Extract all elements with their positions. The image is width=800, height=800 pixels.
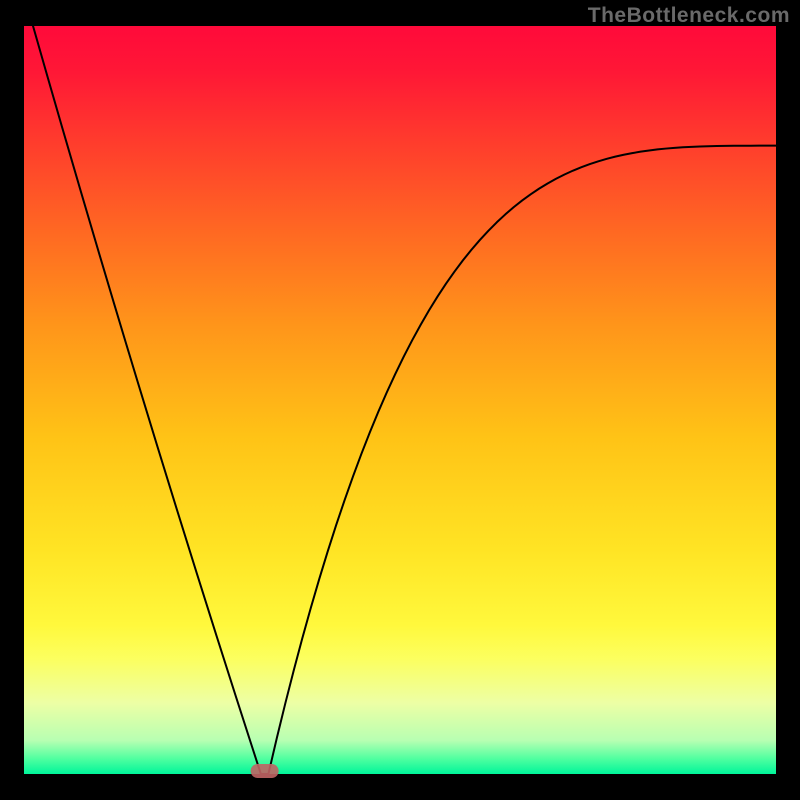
bottleneck-chart — [0, 0, 800, 800]
plot-background — [24, 26, 776, 774]
watermark-text: TheBottleneck.com — [588, 4, 790, 28]
chart-wrap: TheBottleneck.com — [0, 0, 800, 800]
valley-marker — [251, 764, 279, 778]
